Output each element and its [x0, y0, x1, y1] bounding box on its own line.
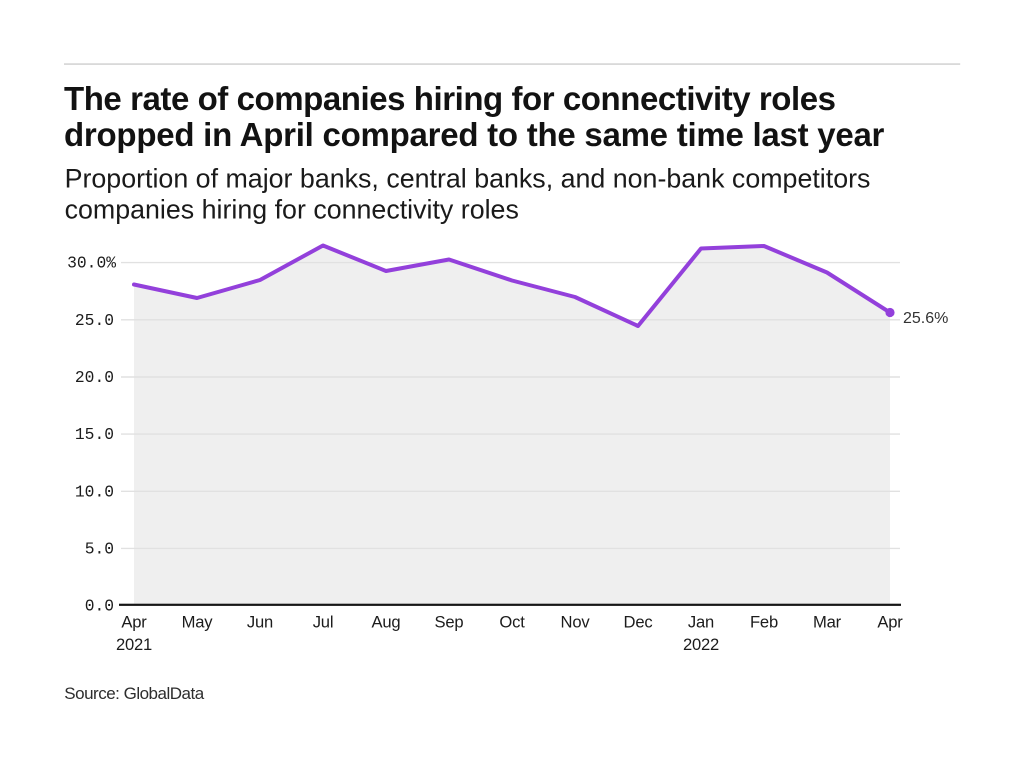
svg-text:companies hiring for connectiv: companies hiring for connectivity roles — [65, 195, 519, 225]
svg-text:10.0: 10.0 — [75, 482, 114, 501]
svg-text:25.0: 25.0 — [75, 311, 114, 330]
svg-text:Aug: Aug — [372, 613, 401, 632]
svg-text:0.0: 0.0 — [85, 597, 114, 616]
svg-text:2022: 2022 — [683, 635, 719, 654]
svg-text:30.0%: 30.0% — [67, 254, 116, 273]
svg-text:Sep: Sep — [435, 613, 464, 632]
svg-text:25.6%: 25.6% — [903, 310, 948, 327]
svg-text:Apr: Apr — [121, 613, 147, 632]
svg-text:Mar: Mar — [813, 613, 842, 632]
svg-text:Feb: Feb — [750, 613, 778, 632]
svg-text:15.0: 15.0 — [75, 425, 114, 444]
svg-text:Oct: Oct — [499, 613, 525, 632]
svg-text:20.0: 20.0 — [75, 368, 114, 387]
svg-text:2021: 2021 — [116, 635, 152, 654]
svg-text:May: May — [182, 613, 214, 632]
svg-text:Jul: Jul — [313, 613, 334, 632]
svg-text:Jun: Jun — [247, 613, 273, 632]
svg-text:dropped in April compared to t: dropped in April compared to the same ti… — [64, 116, 885, 153]
svg-text:Nov: Nov — [561, 613, 591, 632]
svg-text:Source: GlobalData: Source: GlobalData — [64, 684, 204, 703]
svg-text:Dec: Dec — [624, 613, 653, 632]
svg-text:Apr: Apr — [877, 613, 903, 632]
svg-text:5.0: 5.0 — [85, 539, 114, 558]
svg-text:Jan: Jan — [688, 613, 714, 632]
svg-text:The rate of companies hiring f: The rate of companies hiring for connect… — [64, 80, 836, 117]
svg-text:Proportion of major banks, cen: Proportion of major banks, central banks… — [65, 163, 871, 193]
